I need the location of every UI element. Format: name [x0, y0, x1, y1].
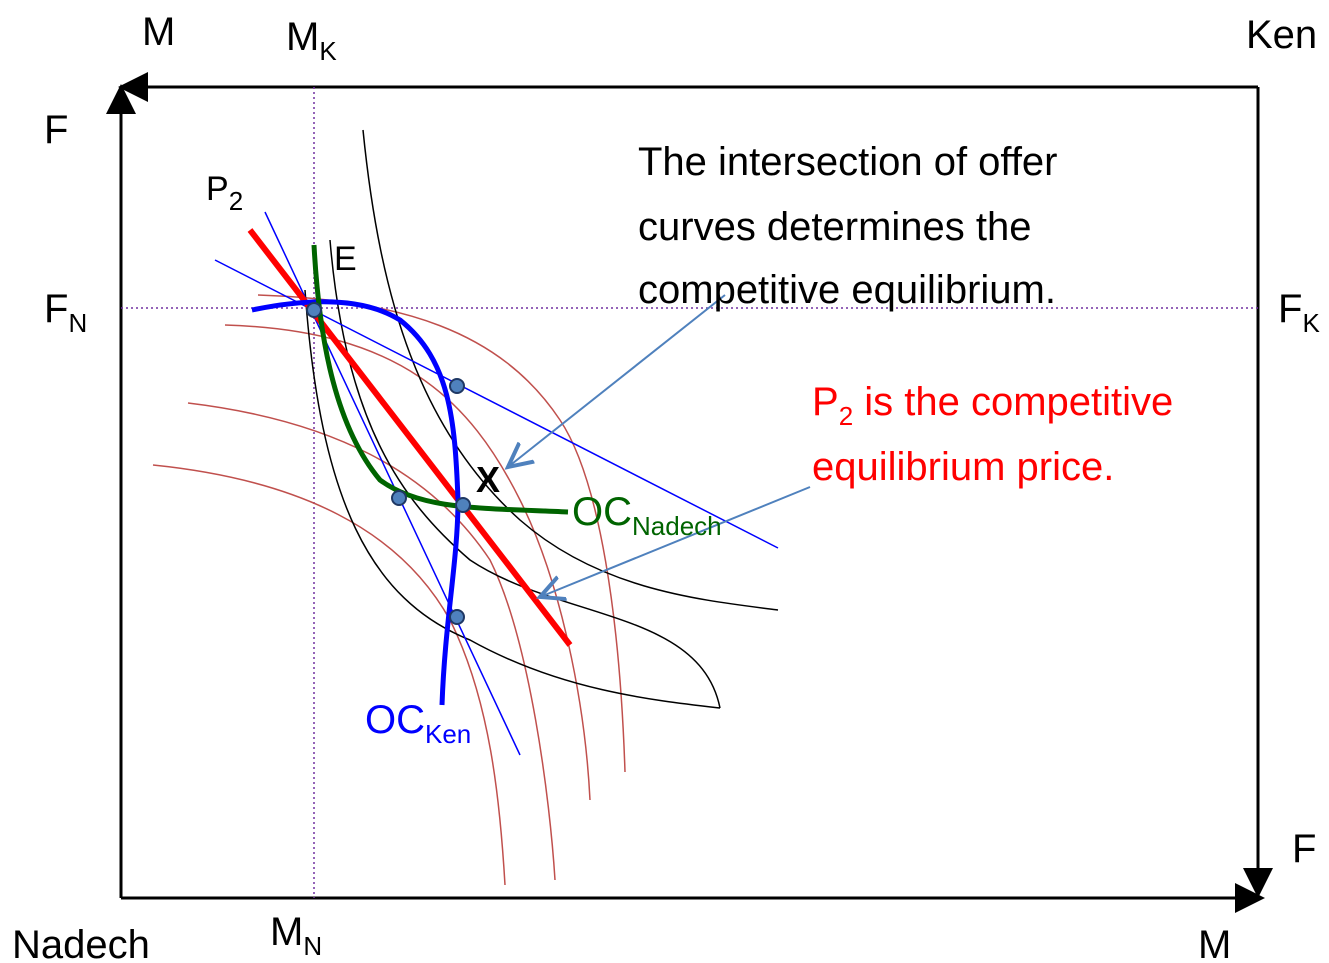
annotation-arrow — [540, 486, 811, 597]
annotation-arrow — [508, 294, 726, 467]
label: MK — [286, 15, 337, 66]
equilibrium-price-line — [247, 228, 573, 647]
label: F — [44, 108, 68, 152]
label: OCNadech — [572, 490, 722, 541]
annotation-line: equilibrium price. — [812, 445, 1114, 489]
label: M — [1198, 923, 1231, 963]
label: MN — [270, 910, 322, 961]
ken-offer-curve — [251, 299, 461, 706]
label: Ken — [1246, 13, 1317, 57]
annotation-line: P2 is the competitive — [812, 380, 1173, 431]
ken-indifference-curves — [304, 129, 779, 709]
label: X — [476, 459, 500, 500]
label: FK — [1278, 287, 1320, 338]
label: P2 — [206, 170, 243, 216]
label: Nadech — [12, 923, 150, 963]
label: E — [334, 240, 357, 278]
label: OCKen — [365, 698, 471, 749]
label: FN — [44, 287, 87, 338]
annotation-line: The intersection of offer — [638, 140, 1058, 184]
nadech-indifference-curves — [152, 294, 626, 886]
label: M — [142, 10, 175, 54]
label: F — [1292, 827, 1316, 871]
tangency-points — [306, 302, 471, 625]
annotation-line: curves determines the — [638, 205, 1032, 249]
annotation-line: competitive equilibrium. — [638, 268, 1056, 312]
nadech-offer-curve — [311, 244, 569, 515]
